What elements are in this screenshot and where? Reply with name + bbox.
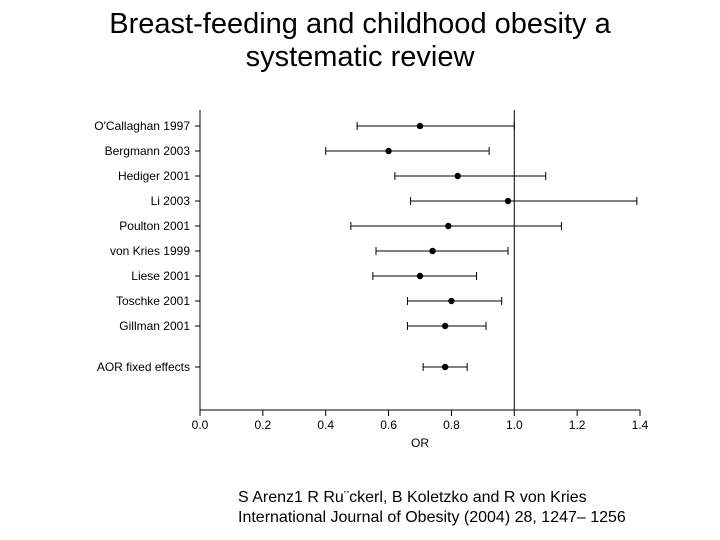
x-tick-label: 0.4 <box>317 418 334 432</box>
study-label: Gillman 2001 <box>119 319 190 333</box>
study-label: Toschke 2001 <box>116 294 190 308</box>
citation-line-1: S Arenz1 R Ru¨ckerl, B Koletzko and R vo… <box>238 489 587 506</box>
title-line-2: systematic review <box>246 41 475 73</box>
study-label: Bergmann 2003 <box>105 144 190 158</box>
forest-plot: 0.0 0.2 0.4 0.6 0.8 1.0 1.2 1.4 OR O'Callaghan 19… <box>0 100 720 480</box>
x-tick-label: 0.8 <box>443 418 460 432</box>
x-tick-label: 1.0 <box>506 418 523 432</box>
title-line-1: Breast-feeding and childhood obesity a <box>109 8 610 40</box>
study-label: O'Callaghan 1997 <box>94 119 190 133</box>
study-label: von Kries 1999 <box>110 244 190 258</box>
x-tick-label: 1.2 <box>569 418 586 432</box>
x-tick-label: 0.2 <box>255 418 272 432</box>
citation: S Arenz1 R Ru¨ckerl, B Koletzko and R vo… <box>238 488 626 528</box>
study-label: Hediger 2001 <box>118 169 190 183</box>
x-axis-label: OR <box>411 436 429 450</box>
study-label: AOR fixed effects <box>97 360 190 374</box>
study-label: Liese 2001 <box>131 269 190 283</box>
study-label: Li 2003 <box>151 194 190 208</box>
x-tick-label: 0.6 <box>380 418 397 432</box>
x-tick-label: 1.4 <box>632 418 649 432</box>
x-tick-label: 0.0 <box>192 418 209 432</box>
citation-line-2: International Journal of Obesity (2004) … <box>238 509 626 526</box>
page-title: Breast-feeding and childhood obesity a s… <box>0 8 720 75</box>
study-label: Poulton 2001 <box>119 219 190 233</box>
